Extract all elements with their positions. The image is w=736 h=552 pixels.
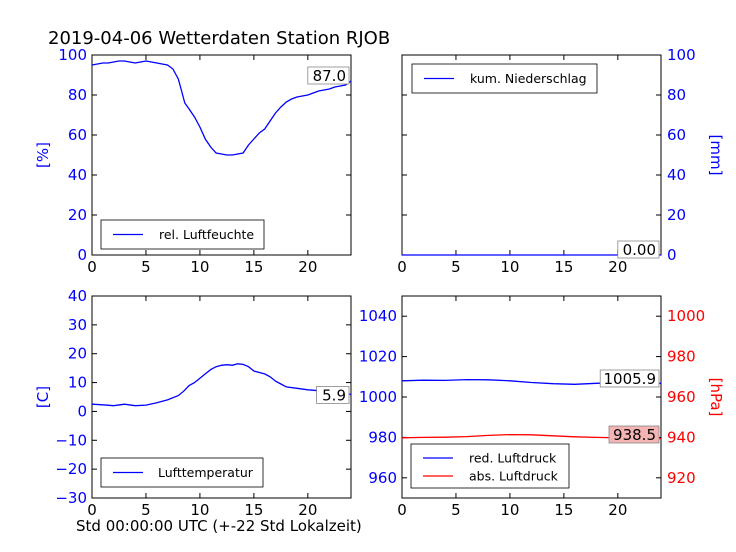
x-tick-label: 10 [190, 501, 209, 519]
value-label: 0.00 [623, 241, 656, 259]
plot-frame [91, 54, 352, 256]
y-tick-label: 100 [58, 46, 87, 64]
x-tick-label: 15 [554, 501, 573, 519]
y-tick-label: 30 [68, 316, 87, 334]
x-tick-label: 15 [554, 258, 573, 276]
y-tick-label: 80 [667, 86, 686, 104]
y-right-tick-label: 960 [667, 388, 696, 406]
value-label-box [617, 240, 660, 259]
y-tick-label: 0 [667, 246, 677, 264]
x-tick-label: 5 [451, 258, 461, 276]
y-tick-label: 1040 [359, 307, 397, 325]
plot-frame [91, 295, 352, 499]
x-tick-label: 0 [87, 501, 97, 519]
value-label: 1005.9 [604, 370, 657, 388]
y-right-tick-label: 980 [667, 348, 696, 366]
value-label: 87.0 [313, 67, 346, 85]
value-label-box [307, 66, 350, 85]
x-tick-label: 5 [141, 501, 151, 519]
value-label-box [599, 369, 660, 388]
x-tick-label: 0 [397, 501, 407, 519]
x-tick-label: 10 [190, 258, 209, 276]
legend-label: red. Luftdruck [469, 451, 557, 466]
y-right-tick-label: 940 [667, 428, 696, 446]
y-tick-label: 60 [68, 126, 87, 144]
x-tick-label: 15 [244, 258, 263, 276]
y-axis-label: [%] [34, 142, 52, 168]
x-tick-label: 20 [298, 258, 317, 276]
y-tick-label: 60 [667, 126, 686, 144]
y-right-tick-label: 1000 [667, 307, 705, 325]
y-tick-label: 80 [68, 86, 87, 104]
value-label-box [316, 386, 350, 404]
y-tick-label: −30 [55, 489, 87, 507]
x-tick-label: 0 [397, 258, 407, 276]
y-tick-label: 1020 [359, 348, 397, 366]
y-tick-label: 0 [77, 246, 87, 264]
x-tick-label: 10 [500, 258, 519, 276]
y-tick-label: 0 [77, 402, 87, 420]
y-tick-label: 10 [68, 374, 87, 392]
x-tick-label: 0 [87, 258, 97, 276]
y-tick-label: 40 [68, 166, 87, 184]
x-tick-label: 10 [500, 501, 519, 519]
y-right-tick-label: 920 [667, 469, 696, 487]
legend-label: Lufttemperatur [158, 465, 254, 480]
panel-1: 0 5 10 15 20 0 20 40 60 80 100 [%] rel. Luftfeuchte 8… [34, 46, 352, 276]
panel-4: 0 5 10 15 20 960 980 1000 1020 1040 920 940 960 980 10… [359, 295, 725, 519]
legend-label: kum. Niederschlag [470, 71, 587, 86]
y-tick-label: 40 [667, 166, 686, 184]
y-tick-label: −20 [55, 460, 87, 478]
value-label: 938.5 [613, 426, 656, 444]
y-tick-label: 980 [368, 428, 397, 446]
x-tick-label: 5 [451, 501, 461, 519]
y-tick-label: 20 [68, 345, 87, 363]
y-tick-label: 100 [667, 46, 696, 64]
series-line-1 [91, 363, 352, 407]
y-tick-label: 40 [68, 287, 87, 305]
legend-box [410, 443, 570, 489]
x-tick-label: 15 [244, 501, 263, 519]
y-tick-label: −10 [55, 431, 87, 449]
y-tick-label: 20 [68, 206, 87, 224]
legend-label: rel. Luftfeuchte [159, 227, 254, 242]
x-axis-label: Std 00:00:00 UTC (+-22 Std Lokalzeit) [76, 517, 362, 535]
y-axis-label: [C] [34, 386, 52, 408]
x-tick-label: 20 [608, 258, 627, 276]
y-right-axis-label: [hPa] [707, 378, 725, 417]
x-tick-label: 5 [141, 258, 151, 276]
panel-3: 0 5 10 15 20 −30 −20 −10 0 10 20 30 40 [C] Lufttempera… [34, 287, 352, 519]
value-label-box [608, 425, 660, 444]
value-label: 5.9 [322, 386, 346, 404]
panel-2: 0 5 10 15 20 0 20 40 60 80 100 [mm] kum. Niederschla… [397, 46, 725, 276]
y-axis-label: [mm] [707, 135, 725, 176]
y-tick-label: 960 [368, 469, 397, 487]
x-tick-label: 20 [608, 501, 627, 519]
legend-label: abs. Luftdruck [469, 469, 559, 484]
y-tick-label: 20 [667, 206, 686, 224]
x-tick-label: 20 [298, 501, 317, 519]
y-tick-label: 1000 [359, 388, 397, 406]
series-line-1 [91, 60, 352, 156]
figure-title: 2019-04-06 Wetterdaten Station RJOB [48, 28, 390, 49]
